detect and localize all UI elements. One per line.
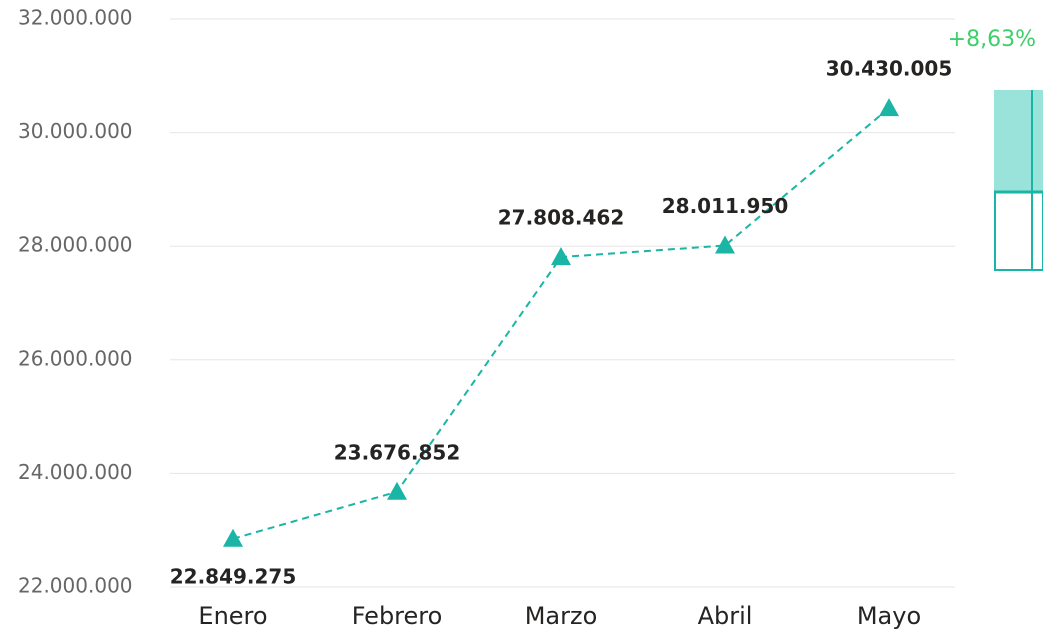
x-tick-label: Mayo	[857, 602, 921, 630]
y-tick-label: 32.000.000	[18, 6, 133, 30]
y-tick-label: 24.000.000	[18, 460, 133, 484]
annotation: +8,63%	[948, 27, 1036, 52]
y-tick-label: 22.000.000	[18, 574, 133, 598]
y-tick-label: 28.000.000	[18, 233, 133, 257]
x-tick-label: Abril	[698, 602, 753, 630]
x-tick-label: Enero	[198, 602, 267, 630]
data-label: 22.849.275	[170, 564, 297, 588]
y-tick-label: 30.000.000	[18, 119, 133, 143]
data-label: 23.676.852	[334, 440, 461, 464]
data-label: 28.011.950	[662, 194, 789, 218]
line	[232, 107, 890, 540]
data-label: 30.430.005	[826, 57, 953, 81]
data-label: 27.808.462	[498, 206, 625, 230]
marker	[879, 98, 899, 117]
variance-bar	[994, 90, 1043, 192]
variance-box	[994, 191, 1043, 271]
marker	[387, 481, 407, 500]
marker	[223, 528, 243, 547]
marker	[551, 247, 571, 266]
marker	[715, 235, 735, 254]
x-tick-label: Febrero	[352, 602, 443, 630]
x-tick-label: Marzo	[525, 602, 598, 630]
y-tick-label: 26.000.000	[18, 346, 133, 370]
